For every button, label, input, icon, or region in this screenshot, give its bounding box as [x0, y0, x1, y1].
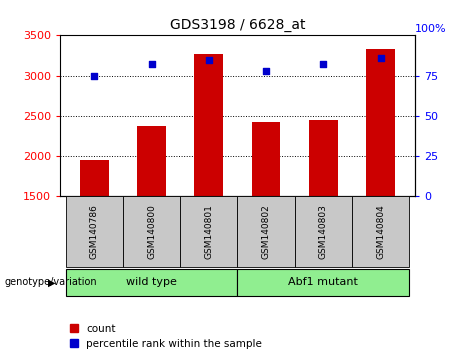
Bar — [65, 269, 237, 296]
Text: ▶: ▶ — [48, 277, 55, 287]
Bar — [352, 196, 409, 267]
Text: GSM140801: GSM140801 — [204, 204, 213, 259]
Bar — [180, 196, 237, 267]
Text: GSM140800: GSM140800 — [147, 204, 156, 259]
Text: genotype/variation: genotype/variation — [5, 277, 97, 287]
Legend: count, percentile rank within the sample: count, percentile rank within the sample — [70, 324, 262, 349]
Bar — [80, 160, 109, 196]
Bar — [237, 196, 295, 267]
Bar — [65, 196, 123, 267]
Text: GSM140804: GSM140804 — [376, 205, 385, 259]
Bar — [195, 54, 223, 196]
Point — [205, 57, 213, 62]
Text: wild type: wild type — [126, 277, 177, 287]
Point — [377, 55, 384, 61]
Bar — [137, 126, 166, 196]
Title: GDS3198 / 6628_at: GDS3198 / 6628_at — [170, 18, 305, 32]
Text: GSM140786: GSM140786 — [90, 204, 99, 259]
Text: GSM140803: GSM140803 — [319, 204, 328, 259]
Bar — [252, 122, 280, 196]
Text: 100%: 100% — [415, 24, 447, 34]
Bar — [366, 49, 395, 196]
Bar — [123, 196, 180, 267]
Point — [91, 73, 98, 79]
Bar — [237, 269, 409, 296]
Point — [262, 68, 270, 74]
Text: GSM140802: GSM140802 — [261, 205, 271, 259]
Text: Abf1 mutant: Abf1 mutant — [289, 277, 358, 287]
Point — [148, 62, 155, 67]
Point — [319, 62, 327, 67]
Bar — [309, 120, 337, 196]
Bar — [295, 196, 352, 267]
